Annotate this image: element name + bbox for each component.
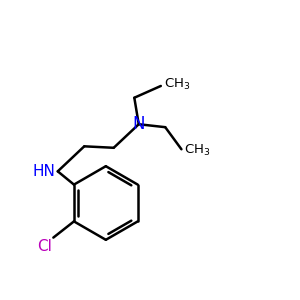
Text: HN: HN: [32, 164, 56, 179]
Text: Cl: Cl: [37, 239, 52, 254]
Text: N: N: [133, 115, 145, 133]
Text: CH$_3$: CH$_3$: [184, 143, 211, 158]
Text: CH$_3$: CH$_3$: [164, 77, 190, 92]
